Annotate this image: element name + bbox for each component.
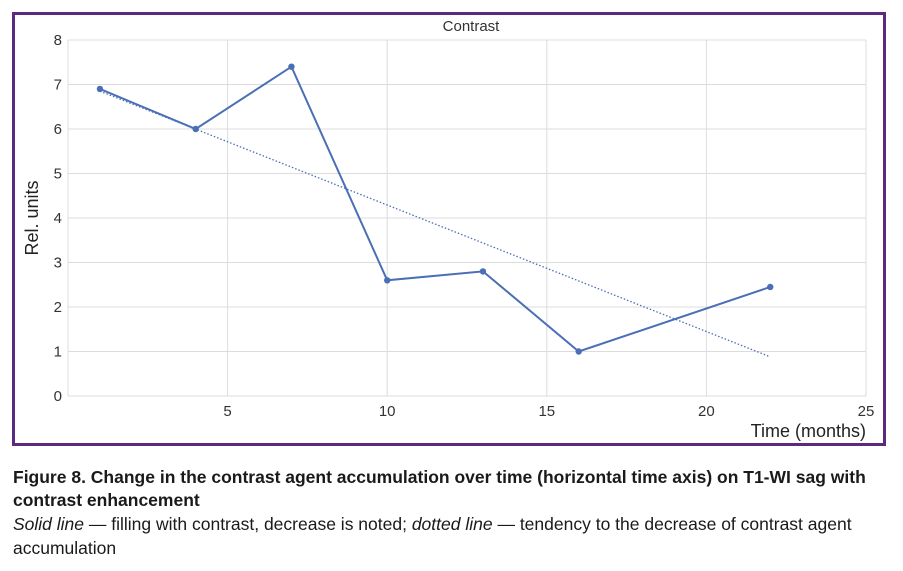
data-point [288,63,295,70]
y-tick-label: 2 [54,299,62,316]
x-tick-label: 20 [698,403,715,420]
data-point [96,85,104,93]
x-tick-label: 15 [538,403,555,420]
data-point [767,283,774,291]
caption-body: Solid line — filling with contrast, decr… [13,512,893,560]
y-tick-label: 0 [54,388,62,405]
y-tick-label: 6 [54,121,62,138]
caption-solid-label: Solid line [13,514,85,534]
y-tick-label: 5 [54,166,62,183]
line-chart: 0 1 2 3 4 5 6 7 8 5 10 15 20 25 Contrast Time (months) R… [22,18,875,441]
y-tick-label: 3 [54,255,62,272]
caption-dotted-text: — tendency to the decrease of contrast a… [13,514,852,558]
chart-title: Contrast [443,18,501,35]
y-tick-label: 7 [54,77,62,94]
data-point [575,348,582,355]
data-point [384,277,391,284]
data-point [479,268,487,275]
x-tick-label: 25 [858,403,875,420]
y-tick-label: 1 [54,344,62,361]
caption-title: Figure 8. Change in the contrast agent a… [13,467,866,510]
caption-solid-text: — filling with contrast, decrease is not… [84,514,412,534]
figure-caption: Figure 8. Change in the contrast agent a… [13,466,893,560]
x-axis-label: Time (months) [751,421,866,441]
x-tick-label: 10 [379,403,396,420]
y-tick-label: 4 [54,210,62,227]
y-axis-label: Rel. units [22,180,42,255]
caption-dotted-label: dotted line [411,514,493,534]
trend-line-dotted [99,90,771,358]
y-tick-label: 8 [54,32,62,49]
data-line-solid [99,65,771,353]
x-tick-label: 5 [223,403,231,420]
